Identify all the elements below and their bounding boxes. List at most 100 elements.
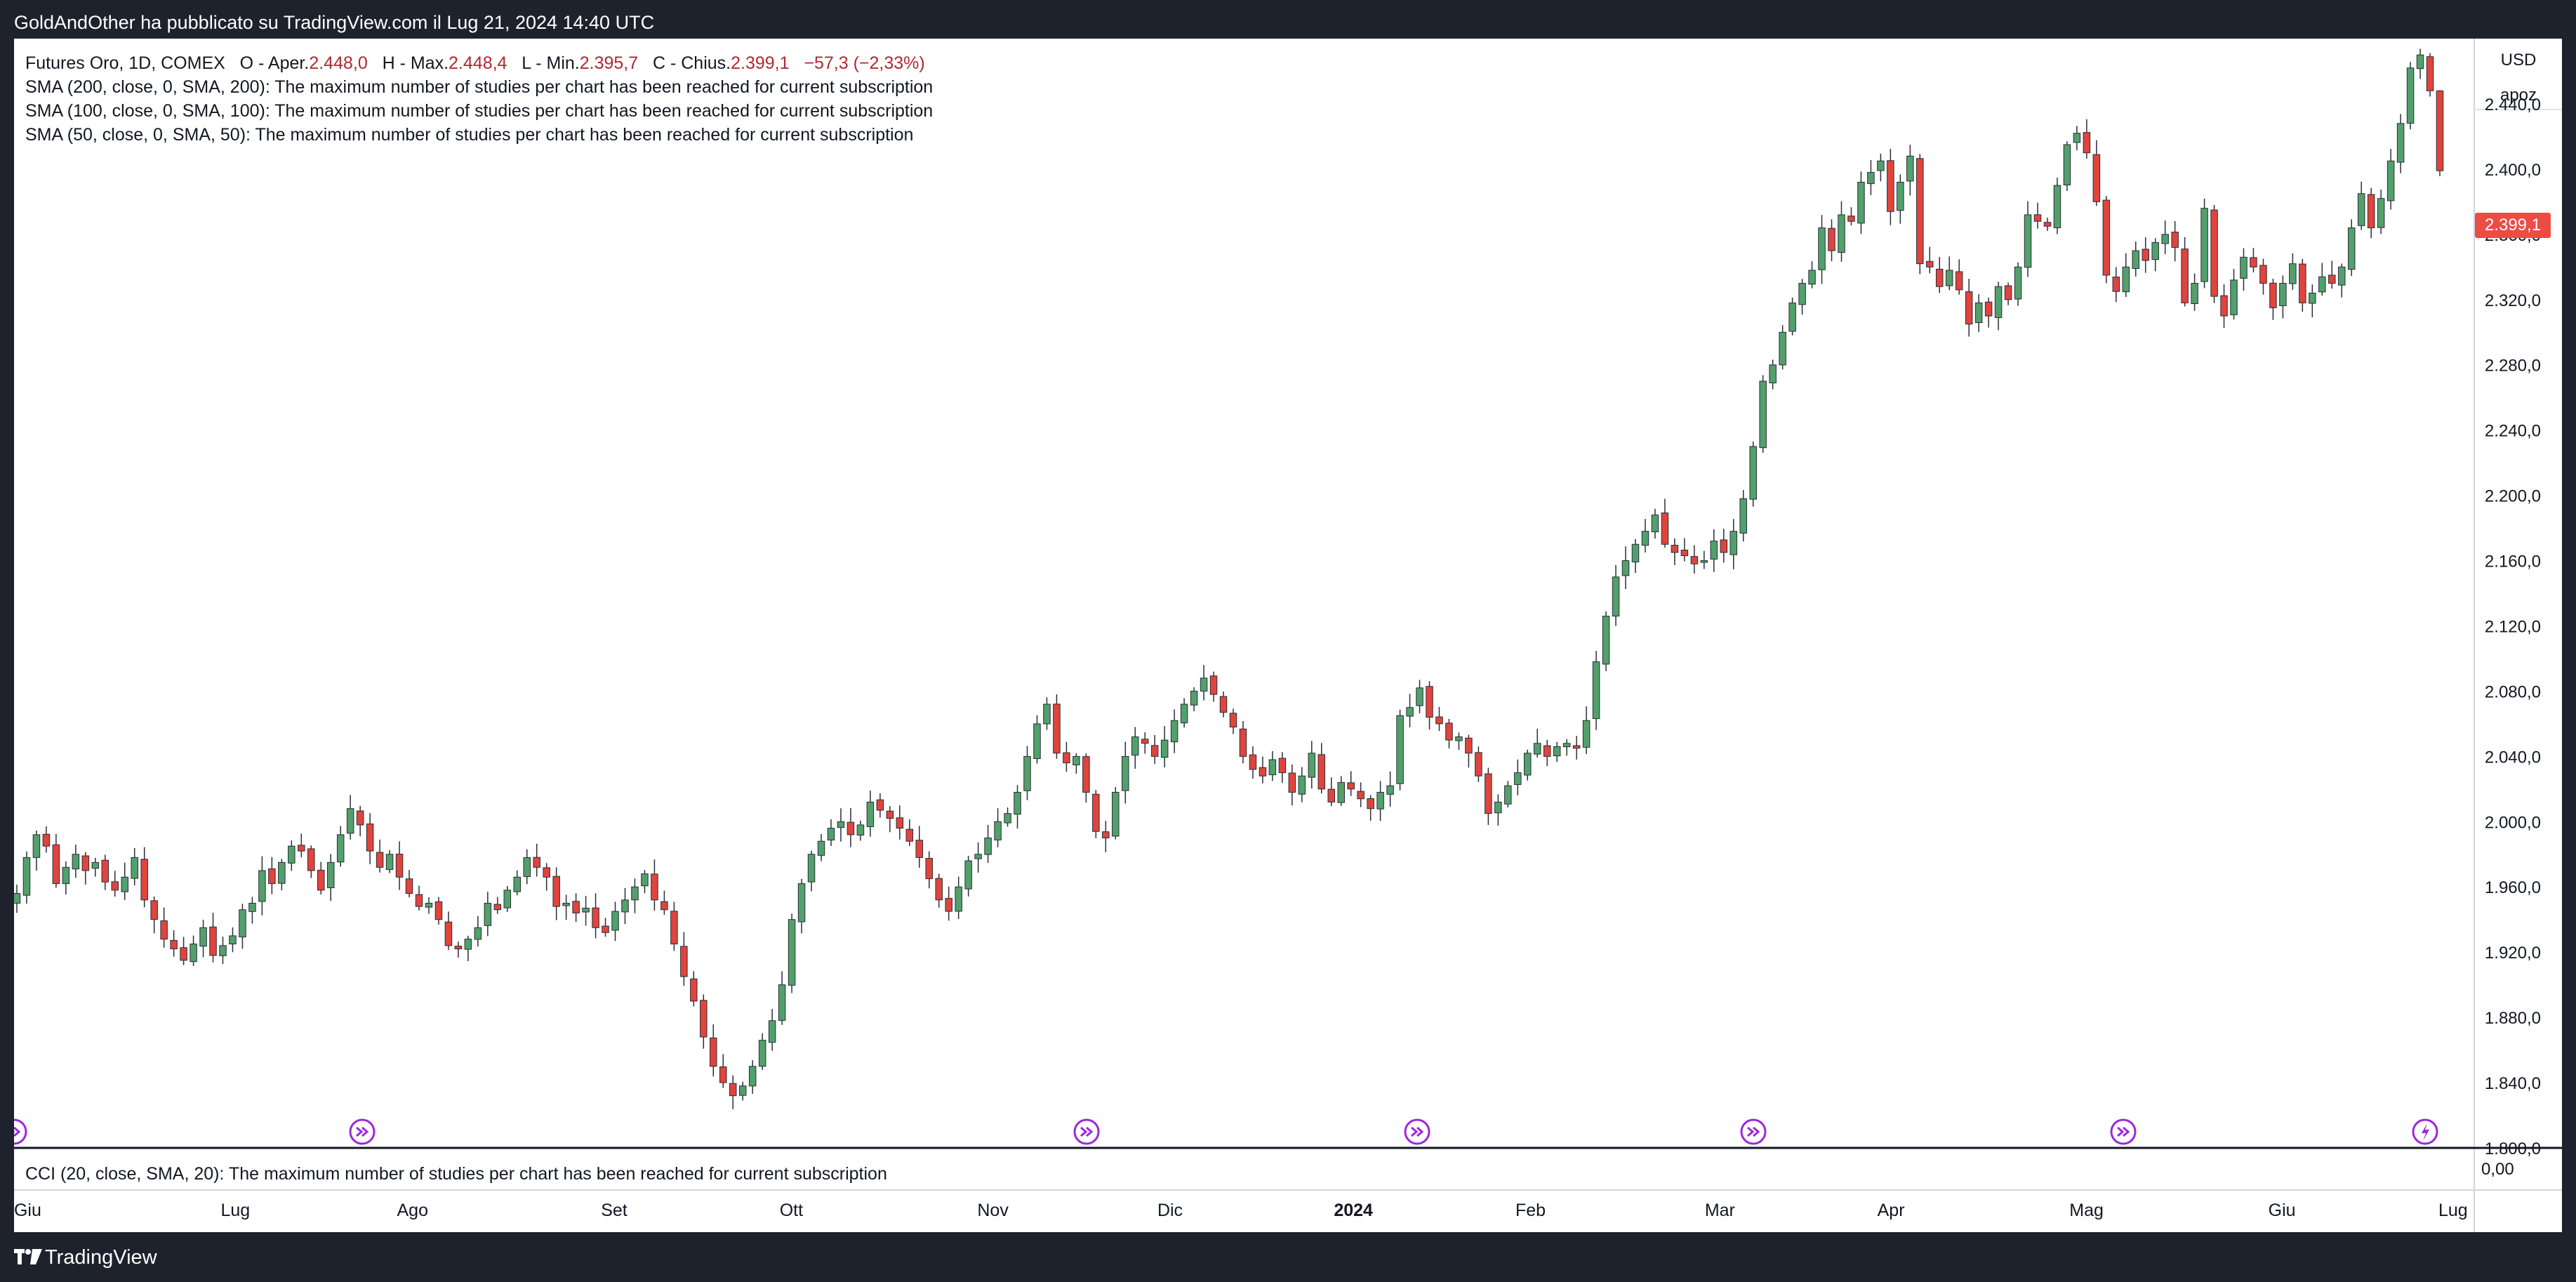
candle — [317, 861, 325, 894]
candle — [1524, 749, 1532, 781]
y-tick-label: 1.920,0 — [2485, 944, 2541, 963]
candle — [288, 840, 296, 871]
scale-mode-label[interactable]: apoz — [2499, 86, 2537, 105]
candle — [62, 861, 70, 895]
candle — [150, 896, 158, 934]
candle — [219, 937, 227, 965]
candle — [2240, 248, 2248, 291]
study-sma-100[interactable]: SMA (100, close, 0, SMA, 100): The maxim… — [25, 101, 934, 121]
x-tick-label: Feb — [1515, 1201, 1546, 1220]
candle — [1621, 546, 1630, 590]
candle — [974, 842, 982, 873]
candle — [2161, 220, 2169, 255]
candle — [2053, 177, 2062, 234]
candle — [582, 895, 590, 926]
candle — [425, 897, 433, 914]
candle — [199, 919, 207, 958]
candle — [1798, 279, 1806, 315]
candlestick-chart[interactable]: 1.800,0 1.840,0 1.880,0 1.920,0 1.960,0 2.000… — [14, 39, 2562, 1232]
study-sma-200[interactable]: SMA (200, close, 0, SMA, 200): The maxim… — [25, 77, 934, 97]
candle — [690, 971, 698, 1007]
candle — [660, 890, 668, 916]
change-value: −57,3 (−2,33%) — [804, 53, 925, 73]
candle — [1288, 764, 1296, 806]
candle — [1014, 785, 1021, 829]
candle — [1759, 375, 1767, 453]
candle — [1239, 720, 1247, 764]
candle — [700, 994, 708, 1049]
candle — [1160, 726, 1169, 768]
candle — [1838, 201, 1845, 262]
candle — [1298, 767, 1306, 802]
candle — [484, 892, 492, 937]
candle — [1376, 781, 1384, 821]
candle — [1945, 256, 1953, 291]
candle — [2122, 253, 2130, 298]
candle — [1788, 297, 1796, 336]
candle — [1543, 739, 1551, 767]
candle — [1974, 294, 1983, 332]
study-sma-50[interactable]: SMA (50, close, 0, SMA, 50): The maximum… — [25, 125, 914, 145]
y-tick-label: 1.840,0 — [2485, 1074, 2541, 1093]
candle — [592, 893, 599, 939]
candle — [1465, 734, 1473, 768]
candle — [1347, 771, 1355, 796]
candle — [2309, 284, 2316, 318]
candle — [513, 870, 522, 896]
candle — [1180, 698, 1188, 728]
last-price-badge: 2.399,1 — [2475, 213, 2551, 238]
candle — [964, 856, 972, 897]
candle — [2328, 260, 2336, 289]
candle — [935, 873, 943, 908]
candle — [1357, 782, 1365, 807]
candle — [298, 833, 305, 858]
dividend-event-icon — [1740, 1118, 1767, 1145]
x-tick-label: Set — [601, 1201, 628, 1220]
published-by-text: GoldAndOther ha pubblicato su TradingVie… — [14, 12, 655, 33]
x-tick-label: Apr — [1878, 1201, 1905, 1220]
candle — [2142, 237, 2149, 273]
candle — [886, 806, 894, 833]
y-tick-label: 2.200,0 — [2485, 487, 2541, 506]
candle — [1317, 743, 1326, 794]
low-label: L - Min. — [522, 53, 580, 73]
candle — [1916, 154, 1924, 275]
candle — [797, 878, 806, 934]
candle — [1455, 732, 1463, 751]
candle — [710, 1024, 717, 1077]
candle — [1887, 148, 1894, 225]
candle — [248, 897, 256, 924]
currency-label[interactable]: USD — [2500, 51, 2537, 70]
x-tick-labels: Giu Lug Ago Set Ott Nov Dic 2024 Feb Mar Apr Mag Giu… — [14, 1201, 2468, 1220]
footer-bar: TradingView — [0, 1232, 2576, 1282]
candle — [1680, 538, 1689, 562]
candle — [376, 839, 384, 873]
candle — [2063, 141, 2071, 191]
candle — [2269, 279, 2277, 320]
candle — [2337, 263, 2346, 298]
chart-frame[interactable]: 1.800,0 1.840,0 1.880,0 1.920,0 1.960,0 2.000… — [14, 39, 2562, 1232]
y-tick-label: 2.440,0 — [2485, 95, 2541, 114]
candle — [1651, 508, 1659, 539]
high-value: 2.448,4 — [449, 53, 507, 73]
candle — [405, 870, 413, 898]
candle — [1739, 489, 1747, 542]
candle — [1553, 741, 1561, 762]
candle — [2396, 114, 2405, 173]
candle — [1268, 751, 1277, 781]
candle — [190, 935, 197, 966]
candle — [2299, 258, 2306, 312]
candle — [32, 830, 41, 871]
candle — [1533, 728, 1541, 758]
candle — [905, 819, 914, 846]
candle — [2220, 284, 2228, 329]
candle — [395, 841, 404, 890]
candle — [1749, 441, 1757, 507]
candle — [1965, 279, 1973, 337]
cci-study-label[interactable]: CCI (20, close, SMA, 20): The maximum nu… — [25, 1164, 887, 1184]
candle — [268, 857, 276, 894]
y-tick-label: 2.320,0 — [2485, 291, 2541, 310]
high-label: H - Max. — [382, 53, 449, 73]
y-tick-label: 2.000,0 — [2485, 813, 2541, 832]
candle — [994, 808, 1002, 847]
